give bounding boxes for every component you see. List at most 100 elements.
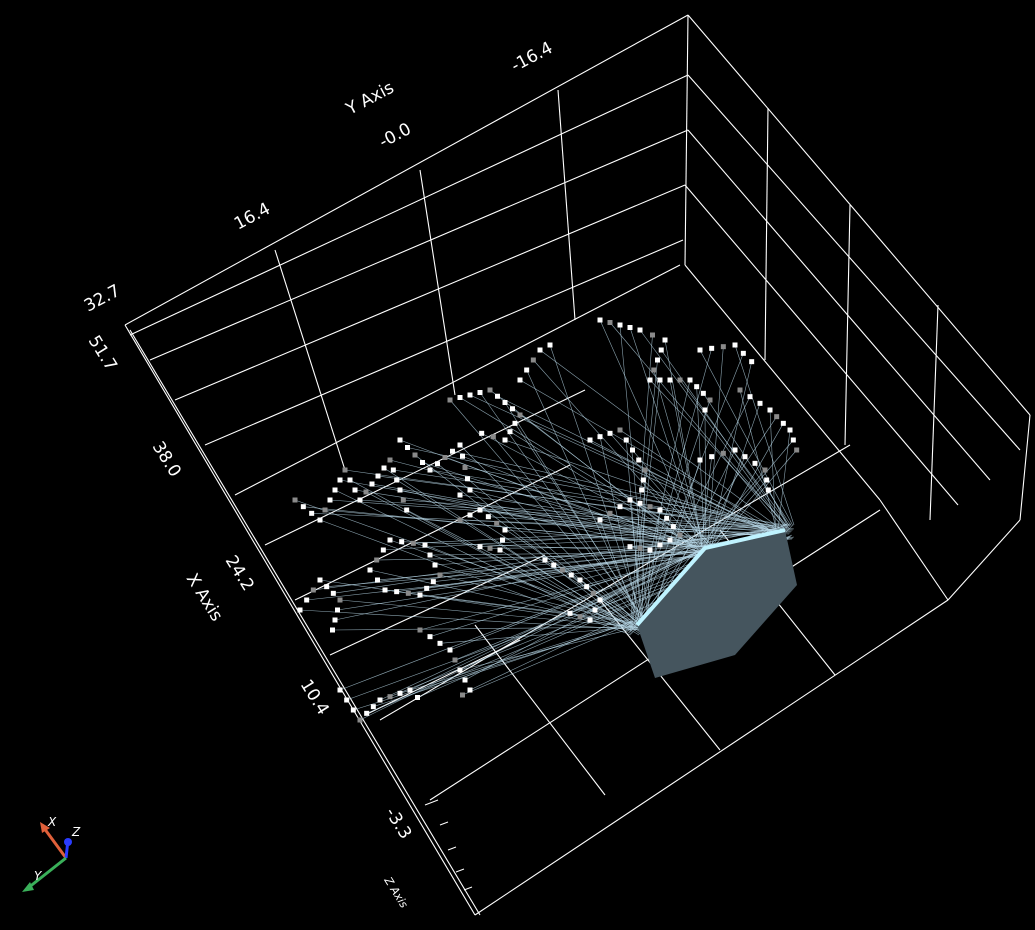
- point-marker: [577, 614, 583, 620]
- fiber-line: [699, 349, 794, 527]
- point-marker: [720, 344, 726, 350]
- point-marker: [477, 544, 483, 550]
- point-marker: [617, 504, 623, 510]
- point-marker: [447, 647, 453, 653]
- point-marker: [487, 387, 493, 393]
- fiber-line: [706, 346, 724, 555]
- point-marker: [637, 327, 643, 333]
- point-marker: [765, 487, 771, 493]
- fiber-line: [700, 456, 746, 557]
- point-marker: [394, 589, 400, 595]
- point-marker: [732, 447, 738, 453]
- point-marker: [607, 510, 613, 516]
- point-marker: [630, 447, 635, 453]
- fiber-line: [619, 506, 783, 534]
- fiber-line: [419, 594, 636, 624]
- fiber-line: [479, 392, 644, 624]
- point-marker: [399, 539, 405, 545]
- y-axis-arrow: [27, 856, 67, 890]
- point-marker: [405, 445, 410, 450]
- point-marker: [764, 477, 770, 483]
- point-marker: [597, 597, 603, 603]
- fiber-line: [701, 479, 767, 556]
- point-marker: [337, 687, 343, 693]
- point-marker: [375, 473, 381, 479]
- point-marker: [350, 707, 356, 713]
- point-marker: [642, 467, 648, 473]
- point-marker: [787, 427, 793, 433]
- orientation-x-label: X: [47, 815, 57, 829]
- point-marker: [407, 687, 413, 693]
- point-marker: [457, 517, 463, 523]
- point-marker: [517, 412, 523, 418]
- hexagon-device[interactable]: [635, 528, 797, 678]
- point-marker: [590, 590, 596, 596]
- point-marker: [707, 397, 713, 403]
- orientation-y-label: Y: [34, 869, 43, 883]
- point-marker: [400, 497, 406, 503]
- orientation-z-label: Z: [71, 825, 81, 839]
- point-marker: [664, 515, 670, 521]
- point-marker: [460, 692, 465, 698]
- fiber-line: [549, 344, 649, 635]
- point-marker: [467, 512, 473, 518]
- orientation-widget[interactable]: X Z Y: [22, 815, 81, 892]
- point-marker: [442, 455, 448, 460]
- point-marker: [390, 467, 396, 473]
- point-marker: [310, 587, 316, 593]
- point-marker: [677, 532, 683, 538]
- device-edge: [635, 528, 786, 627]
- fiber-line: [349, 479, 634, 634]
- fiber-line: [299, 609, 645, 631]
- point-marker: [344, 697, 350, 703]
- fiber-line: [619, 324, 650, 634]
- point-marker: [352, 487, 358, 493]
- point-marker: [387, 694, 393, 700]
- fiber-line: [519, 414, 784, 537]
- point-marker: [547, 342, 553, 348]
- point-marker: [697, 347, 703, 353]
- fiber-line: [406, 509, 638, 630]
- fiber-line: [704, 409, 707, 556]
- point-marker: [687, 377, 693, 383]
- point-marker: [485, 514, 491, 520]
- point-marker: [424, 585, 430, 591]
- point-marker: [332, 487, 338, 493]
- point-marker: [330, 590, 336, 596]
- point-marker: [732, 342, 738, 348]
- fiber-line: [413, 523, 792, 544]
- fiber-line: [449, 552, 701, 651]
- point-marker: [437, 640, 443, 646]
- point-marker: [650, 332, 655, 338]
- fiber-line: [629, 499, 645, 635]
- point-marker: [627, 497, 633, 503]
- point-marker: [639, 487, 645, 493]
- fiber-line: [384, 589, 637, 623]
- point-marker: [524, 367, 530, 373]
- point-marker: [651, 367, 657, 373]
- point-marker: [430, 579, 436, 585]
- point-marker: [592, 607, 598, 613]
- fiber-line: [776, 429, 791, 539]
- point-marker: [460, 453, 465, 459]
- point-marker: [517, 377, 523, 383]
- point-marker: [774, 414, 780, 420]
- point-marker: [397, 487, 403, 493]
- point-marker: [297, 607, 303, 613]
- fiber-line: [641, 489, 782, 535]
- point-marker: [636, 457, 642, 463]
- fiber-line: [625, 439, 642, 622]
- point-marker: [670, 524, 676, 530]
- x-arrow-head: [40, 822, 50, 833]
- point-marker: [597, 517, 603, 523]
- point-marker: [577, 577, 583, 583]
- fiber-line: [631, 379, 661, 631]
- fiber-line: [629, 469, 766, 629]
- point-marker: [457, 395, 463, 400]
- point-marker: [507, 429, 513, 435]
- point-marker: [292, 497, 298, 503]
- fiber-line: [403, 499, 776, 529]
- point-marker: [412, 452, 418, 458]
